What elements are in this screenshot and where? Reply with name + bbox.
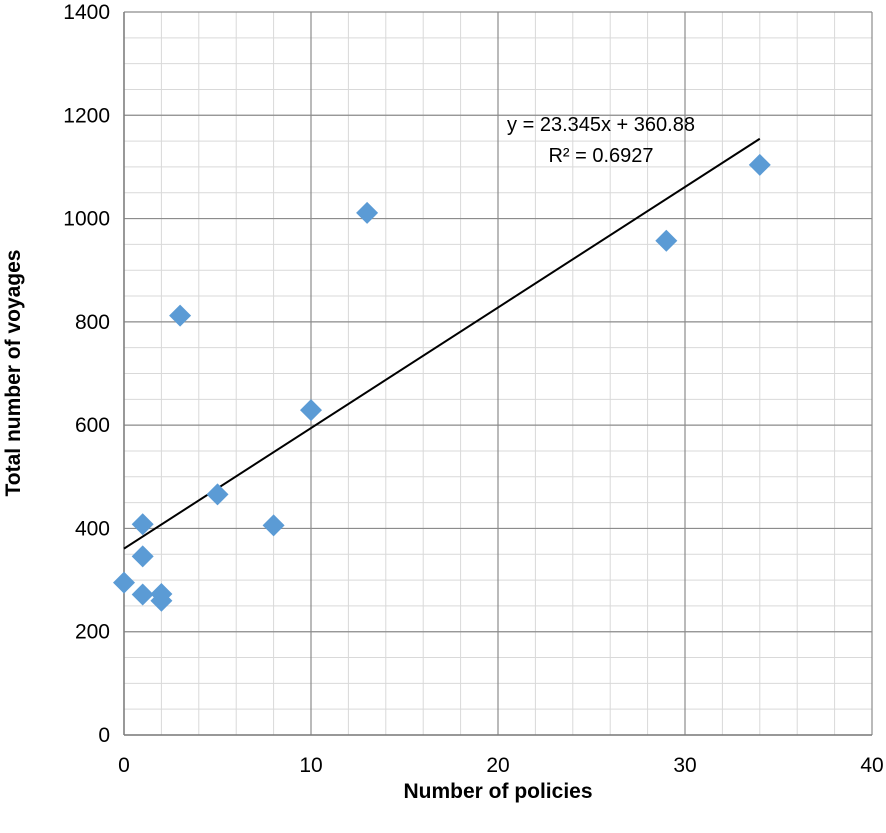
x-tick-labels: 0 10 20 30 40 <box>118 754 884 777</box>
data-point <box>169 304 192 327</box>
data-point <box>131 545 154 568</box>
data-point <box>131 583 154 606</box>
y-tick-label: 200 <box>75 621 110 644</box>
data-point <box>150 589 173 612</box>
data-point <box>300 399 322 422</box>
data-point <box>655 229 678 252</box>
x-tick-label: 30 <box>673 754 696 777</box>
y-tick-label: 400 <box>75 517 110 540</box>
data-point <box>113 571 135 594</box>
x-axis-title: Number of policies <box>403 780 592 803</box>
y-tick-label: 1400 <box>63 1 110 24</box>
y-tick-labels: 0 200 400 600 800 1000 1200 1400 <box>63 1 110 747</box>
trendline-path <box>123 137 761 550</box>
y-tick-label: 600 <box>75 414 110 437</box>
y-tick-label: 800 <box>75 311 110 334</box>
x-tick-label: 20 <box>486 754 509 777</box>
data-point <box>206 483 229 506</box>
data-point <box>748 153 771 176</box>
trendline-equation: y = 23.345x + 360.88 <box>507 114 695 136</box>
data-points <box>113 153 771 612</box>
y-tick-label: 1000 <box>63 208 110 231</box>
trendline-r-squared: R² = 0.6927 <box>548 145 653 167</box>
y-axis-title: Total number of voyages <box>2 250 25 497</box>
y-tick-label: 0 <box>98 724 110 747</box>
x-tick-label: 10 <box>299 754 322 777</box>
data-point <box>356 201 379 224</box>
trendline <box>123 137 761 550</box>
x-tick-label: 40 <box>860 754 883 777</box>
data-point <box>131 513 154 536</box>
x-tick-label: 0 <box>118 754 130 777</box>
y-tick-label: 1200 <box>63 104 110 127</box>
axes <box>123 12 872 736</box>
data-point <box>262 514 285 537</box>
